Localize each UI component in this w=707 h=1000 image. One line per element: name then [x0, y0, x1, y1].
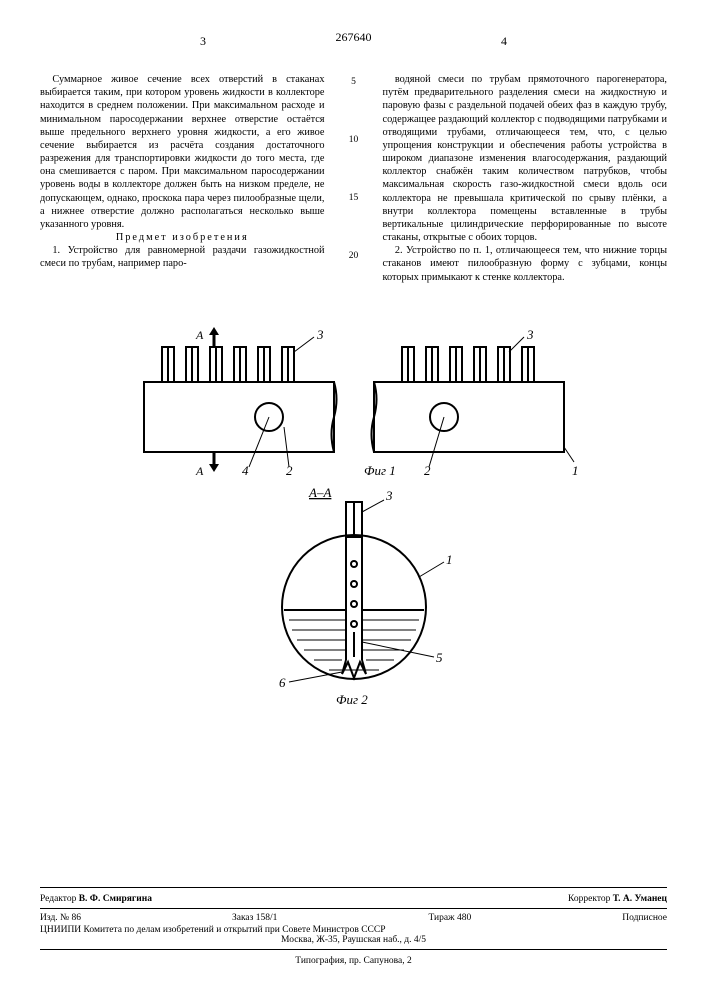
left-p2: 1. Устройство для равномерной раздачи га…: [40, 244, 325, 270]
line-num: 5: [347, 76, 361, 88]
right-column: водяной смеси по трубам прямоточного пар…: [383, 73, 668, 309]
left-column-number: 3: [200, 34, 206, 49]
right-column-number: 4: [501, 34, 507, 49]
footer-editor: Редактор В. Ф. Смирягина: [40, 894, 152, 904]
fig2-callout-5: 5: [436, 650, 443, 665]
right-p2: 2. Устройство по п. 1, отличающееся тем,…: [383, 244, 668, 284]
line-numbers: 5 10 15 20: [347, 73, 361, 309]
line-num: 10: [347, 134, 361, 146]
footer-addr: Москва, Ж-35, Раушская наб., д. 4/5: [40, 935, 667, 945]
section-mark-a-bottom: А: [195, 464, 204, 477]
line-num: 15: [347, 192, 361, 204]
footer-podpisnoe: Подписное: [622, 913, 667, 923]
fig1-label: Фиг 1: [364, 463, 396, 477]
subject-heading: Предмет изобретения: [40, 231, 325, 244]
footer-corrector: Корректор Т. А. Уманец: [568, 894, 667, 904]
fig2-label: Фиг 2: [336, 692, 368, 707]
line-num: 20: [347, 250, 361, 262]
footer-tirazh: Тираж 480: [428, 913, 471, 923]
fig1-callout-4: 4: [242, 463, 249, 477]
patent-number: 267640: [40, 30, 667, 45]
footer-izd: Изд. № 86: [40, 913, 81, 923]
figure-2: А–А: [234, 482, 474, 712]
footer-org: ЦНИИПИ Комитета по делам изобретений и о…: [40, 925, 667, 935]
right-p1: водяной смеси по трубам прямоточного пар…: [383, 73, 668, 244]
footer-typo: Типография, пр. Сапунова, 2: [40, 956, 667, 966]
fig1-callout-2b: 2: [424, 463, 431, 477]
left-p1: Суммарное живое сечение всех отверстий в…: [40, 73, 325, 231]
fig1-callout-3b: 3: [526, 327, 534, 342]
left-column: Суммарное живое сечение всех отверстий в…: [40, 73, 325, 309]
footer: Редактор В. Ф. Смирягина Корректор Т. А.…: [40, 887, 667, 966]
footer-zakaz: Заказ 158/1: [232, 913, 277, 923]
fig2-callout-3: 3: [385, 488, 393, 503]
fig1-callout-1: 1: [572, 463, 579, 477]
fig2-section-label: А–А: [308, 485, 331, 500]
figure-1: А А 3 3 4 2 2 1 Фиг 1: [114, 327, 594, 477]
fig2-callout-1: 1: [446, 552, 453, 567]
fig1-callout-2a: 2: [286, 463, 293, 477]
fig2-callout-6: 6: [279, 675, 286, 690]
section-mark-a-top: А: [195, 328, 204, 342]
text-columns: Суммарное живое сечение всех отверстий в…: [40, 73, 667, 309]
fig1-callout-3a: 3: [316, 327, 324, 342]
figures: А А 3 3 4 2 2 1 Фиг 1 А–А: [40, 327, 667, 717]
